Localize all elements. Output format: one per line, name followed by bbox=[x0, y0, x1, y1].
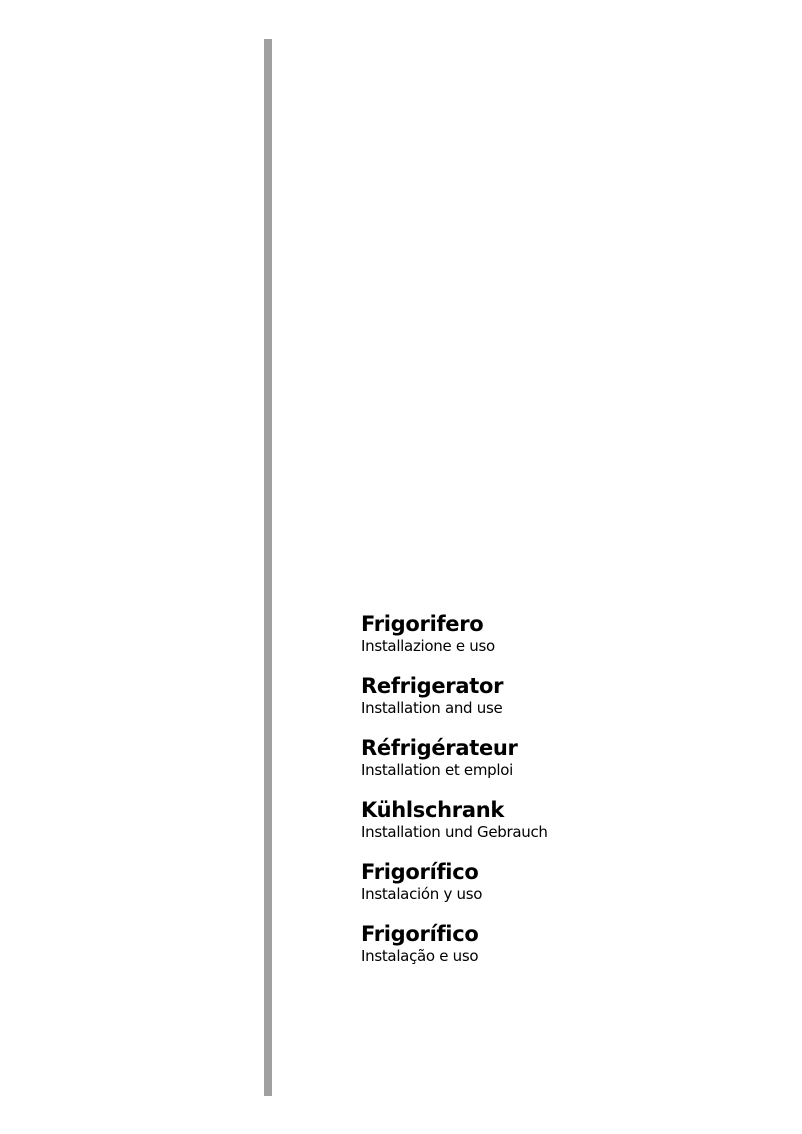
language-block-es: Frigorífico Instalación y uso bbox=[361, 859, 548, 921]
subtitle: Installation and use bbox=[361, 699, 503, 717]
language-block-en: Refrigerator Installation and use bbox=[361, 673, 548, 735]
title: Frigorífico bbox=[361, 922, 479, 946]
language-block-fr: Réfrigérateur Installation et emploi bbox=[361, 735, 548, 797]
subtitle: Installation et emploi bbox=[361, 761, 513, 779]
title: Frigorífico bbox=[361, 860, 479, 884]
subtitle: Instalação e uso bbox=[361, 947, 479, 965]
subtitle: Installazione e uso bbox=[361, 637, 495, 655]
language-block-it: Frigorifero Installazione e uso bbox=[361, 611, 548, 673]
title-list: Frigorifero Installazione e uso Refriger… bbox=[361, 611, 548, 983]
language-block-de: Kühlschrank Installation und Gebrauch bbox=[361, 797, 548, 859]
subtitle: Instalación y uso bbox=[361, 885, 483, 903]
title: Kühlschrank bbox=[361, 798, 505, 822]
title: Refrigerator bbox=[361, 674, 504, 698]
title: Frigorifero bbox=[361, 612, 484, 636]
side-bar bbox=[264, 39, 272, 1096]
title: Réfrigérateur bbox=[361, 736, 518, 760]
subtitle: Installation und Gebrauch bbox=[361, 823, 548, 841]
language-block-pt: Frigorífico Instalação e uso bbox=[361, 921, 548, 983]
